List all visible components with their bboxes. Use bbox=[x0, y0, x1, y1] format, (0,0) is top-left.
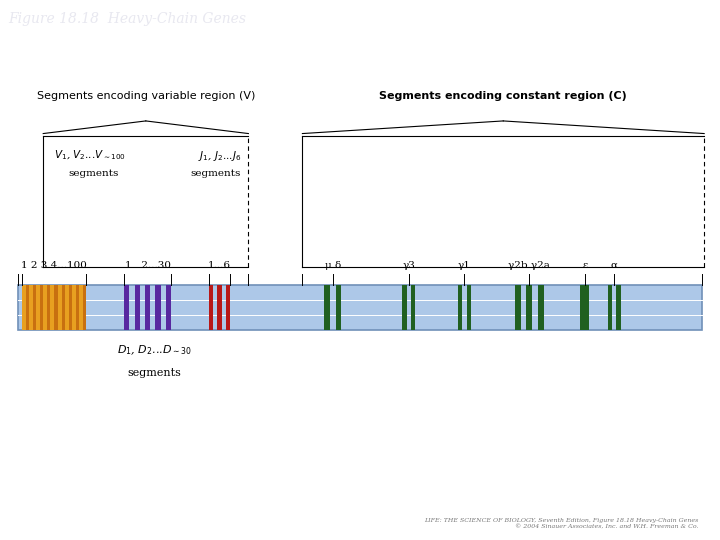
Bar bbox=[402, 285, 407, 330]
Bar bbox=[411, 285, 415, 330]
Text: segments: segments bbox=[128, 368, 181, 379]
Text: $V_1$, $V_2$...$V_{\sim100}$: $V_1$, $V_2$...$V_{\sim100}$ bbox=[54, 148, 126, 163]
Bar bbox=[50, 285, 55, 330]
Bar bbox=[616, 285, 621, 330]
Bar bbox=[458, 285, 462, 330]
Text: μ δ: μ δ bbox=[325, 261, 341, 270]
Bar bbox=[145, 285, 150, 330]
Bar bbox=[166, 285, 171, 330]
Text: LIFE: THE SCIENCE OF BIOLOGY, Seventh Edition, Figure 18.18 Heavy-Chain Genes
© : LIFE: THE SCIENCE OF BIOLOGY, Seventh Ed… bbox=[424, 518, 698, 530]
Text: Segments encoding variable region (V): Segments encoding variable region (V) bbox=[37, 91, 255, 101]
Bar bbox=[526, 285, 532, 330]
Text: Segments encoding constant region (C): Segments encoding constant region (C) bbox=[379, 91, 627, 101]
Bar bbox=[33, 285, 36, 330]
Bar bbox=[538, 285, 544, 330]
Bar bbox=[79, 285, 84, 330]
Bar bbox=[69, 285, 72, 330]
Text: γ1: γ1 bbox=[458, 261, 471, 270]
Bar bbox=[76, 285, 79, 330]
Bar bbox=[18, 285, 702, 330]
Text: 1 2 3 4...100: 1 2 3 4...100 bbox=[21, 261, 87, 270]
Text: $J_1$, $J_2$...$J_6$: $J_1$, $J_2$...$J_6$ bbox=[198, 148, 241, 163]
Text: 1   2...30: 1 2...30 bbox=[125, 261, 171, 270]
Bar bbox=[62, 285, 65, 330]
Bar bbox=[135, 285, 140, 330]
Text: segments: segments bbox=[191, 169, 241, 178]
Bar bbox=[124, 285, 130, 330]
Bar bbox=[48, 285, 50, 330]
Bar bbox=[467, 285, 471, 330]
Bar bbox=[55, 285, 58, 330]
Bar bbox=[156, 285, 161, 330]
Bar bbox=[65, 285, 69, 330]
Bar bbox=[324, 285, 330, 330]
Text: 1...6: 1...6 bbox=[208, 261, 231, 270]
Bar bbox=[217, 285, 222, 330]
Text: ε: ε bbox=[582, 261, 588, 270]
Bar bbox=[336, 285, 341, 330]
Bar bbox=[40, 285, 43, 330]
Bar bbox=[22, 285, 26, 330]
Bar bbox=[515, 285, 521, 330]
Text: segments: segments bbox=[68, 169, 119, 178]
Bar bbox=[608, 285, 612, 330]
Text: γ2b γ2a: γ2b γ2a bbox=[508, 261, 550, 270]
Bar bbox=[226, 285, 230, 330]
Text: Figure 18.18  Heavy-Chain Genes: Figure 18.18 Heavy-Chain Genes bbox=[9, 12, 247, 26]
Bar bbox=[43, 285, 48, 330]
Bar bbox=[72, 285, 76, 330]
Bar bbox=[29, 285, 33, 330]
Text: α: α bbox=[611, 261, 618, 270]
Bar bbox=[580, 285, 589, 330]
Bar bbox=[26, 285, 29, 330]
Text: γ3: γ3 bbox=[402, 261, 415, 270]
Bar bbox=[84, 285, 86, 330]
Text: $D_1$, $D_2$...$D_{\sim30}$: $D_1$, $D_2$...$D_{\sim30}$ bbox=[117, 343, 192, 357]
Bar bbox=[36, 285, 40, 330]
Bar bbox=[209, 285, 213, 330]
Bar bbox=[58, 285, 62, 330]
